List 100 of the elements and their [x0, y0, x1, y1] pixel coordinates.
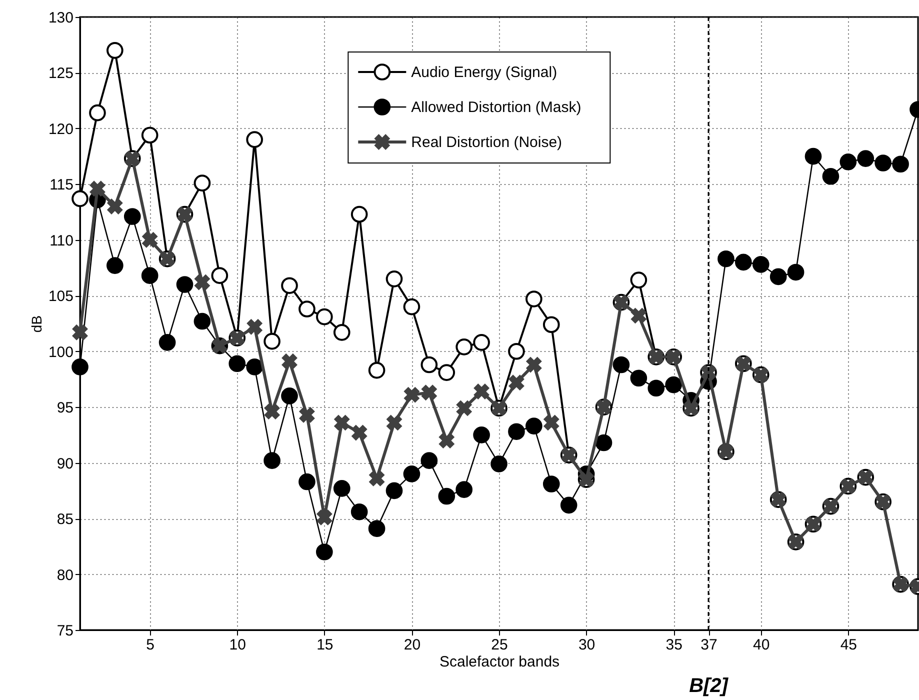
- point: [124, 208, 141, 225]
- legend-label: Audio Energy (Signal): [411, 64, 558, 81]
- x-tick-label: 15: [316, 636, 334, 654]
- point: [72, 358, 88, 376]
- point: [194, 312, 211, 330]
- point: [403, 298, 420, 316]
- point: [718, 250, 734, 268]
- x-tick-label: 40: [753, 636, 770, 654]
- point: [246, 358, 263, 376]
- point: [508, 374, 524, 391]
- point: [892, 156, 909, 173]
- point: [298, 300, 316, 318]
- point: [630, 370, 648, 387]
- x-tick-label: 10: [229, 636, 246, 654]
- y-tick-label: 125: [48, 65, 74, 82]
- y-tick-label: 105: [48, 288, 74, 306]
- x-tick-label: 37: [700, 636, 718, 654]
- point: [386, 482, 403, 500]
- point: [473, 334, 490, 351]
- point: [542, 476, 560, 492]
- x-tick-label: 30: [578, 636, 596, 654]
- point: [334, 414, 350, 431]
- point: [368, 470, 385, 486]
- x-tick-label: 5: [146, 636, 155, 654]
- y-tick-label: 110: [50, 232, 74, 250]
- point: [194, 174, 211, 192]
- point: [404, 386, 420, 403]
- point: [840, 153, 857, 170]
- point: [350, 206, 368, 223]
- point: [420, 452, 438, 469]
- point: [72, 324, 88, 340]
- point: [542, 316, 560, 334]
- point: [595, 434, 612, 452]
- y-tick-label: 75: [56, 622, 74, 640]
- point: [72, 190, 88, 208]
- point: [438, 432, 455, 449]
- point: [560, 496, 578, 514]
- point: [787, 264, 804, 281]
- point: [351, 424, 368, 441]
- point: [264, 332, 280, 350]
- point: [141, 267, 158, 284]
- point: [526, 290, 542, 308]
- y-tick-label: 85: [56, 511, 74, 528]
- point: [473, 426, 490, 444]
- point: [350, 503, 368, 520]
- point: [456, 481, 472, 498]
- point: [228, 355, 246, 372]
- point: [648, 380, 665, 397]
- point: [526, 418, 542, 434]
- ref-line-label: B[2]: [689, 675, 730, 697]
- y-axis-title: dB: [28, 315, 44, 333]
- point: [822, 168, 840, 185]
- point: [281, 277, 298, 294]
- point: [438, 364, 456, 381]
- point: [282, 353, 298, 370]
- point: [176, 276, 194, 293]
- point: [298, 406, 315, 423]
- point: [735, 254, 752, 271]
- point: [333, 480, 350, 497]
- point: [420, 356, 438, 374]
- x-tick-label: 20: [404, 636, 421, 654]
- point: [106, 257, 124, 274]
- y-tick-label: 80: [56, 566, 74, 584]
- x-tick-label: 25: [491, 636, 508, 654]
- point: [456, 338, 472, 356]
- point: [281, 388, 298, 404]
- point: [246, 318, 263, 335]
- point: [316, 544, 333, 560]
- point: [142, 232, 158, 248]
- point: [141, 126, 158, 144]
- point: [333, 324, 350, 341]
- point: [630, 308, 647, 324]
- point: [490, 456, 508, 472]
- point: [264, 452, 280, 469]
- point: [89, 180, 106, 197]
- point: [368, 362, 386, 379]
- x-tick-label: 45: [840, 636, 858, 654]
- point: [438, 488, 456, 505]
- y-tick-label: 130: [48, 10, 74, 26]
- point: [526, 356, 542, 373]
- point: [543, 414, 560, 431]
- point: [770, 268, 787, 286]
- point: [89, 104, 106, 122]
- point: [106, 42, 124, 59]
- point: [752, 256, 770, 273]
- point: [316, 308, 333, 326]
- point: [665, 376, 682, 394]
- point: [612, 356, 630, 374]
- point: [211, 267, 228, 284]
- point: [194, 274, 210, 290]
- point: [508, 423, 525, 440]
- y-tick-label: 95: [56, 400, 74, 417]
- point: [421, 384, 438, 401]
- point: [874, 154, 892, 172]
- legend-label: Real Distortion (Noise): [411, 134, 562, 151]
- point: [368, 520, 386, 537]
- point: [158, 334, 176, 351]
- point: [386, 414, 402, 431]
- point: [804, 148, 822, 165]
- y-tick-label: 115: [50, 176, 74, 194]
